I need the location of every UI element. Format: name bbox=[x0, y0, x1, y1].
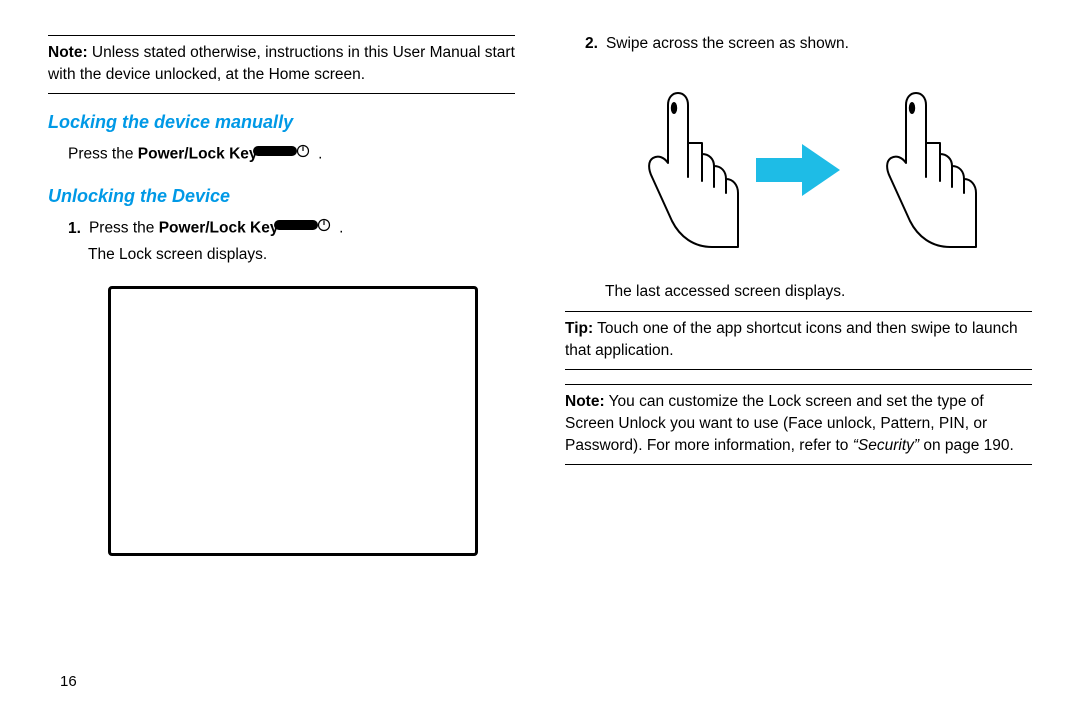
step-2: 2. Swipe across the screen as shown. bbox=[565, 35, 1032, 53]
hand-pointing-icon bbox=[620, 85, 740, 255]
power-lock-key-label: Power/Lock Key bbox=[159, 220, 279, 237]
unlock-step-1: 1. Press the Power/Lock Key . bbox=[48, 217, 515, 240]
step-prefix: Press the bbox=[68, 146, 138, 163]
security-ref: “Security” bbox=[853, 437, 924, 454]
heading-locking: Locking the device manually bbox=[48, 112, 515, 133]
power-lock-key-icon bbox=[268, 143, 310, 165]
heading-unlocking: Unlocking the Device bbox=[48, 186, 515, 207]
note-block-2: Note: You can customize the Lock screen … bbox=[565, 385, 1032, 464]
note-label: Note: bbox=[48, 44, 88, 61]
spacer bbox=[565, 370, 1032, 384]
lock-screen-placeholder bbox=[108, 286, 478, 556]
tip-label: Tip: bbox=[565, 320, 593, 337]
power-lock-key-icon bbox=[289, 217, 331, 239]
note-label: Note: bbox=[565, 393, 605, 410]
step-number: 1. bbox=[68, 220, 81, 237]
note-block: Note: Unless stated otherwise, instructi… bbox=[48, 36, 515, 93]
note-text: Unless stated otherwise, instructions in… bbox=[48, 44, 515, 83]
page-number: 16 bbox=[60, 673, 77, 690]
swipe-gesture-figure bbox=[565, 85, 1032, 255]
lock-step: Press the Power/Lock Key . bbox=[48, 143, 515, 166]
step-text: Swipe across the screen as shown. bbox=[606, 35, 849, 52]
unlock-step-1-line2: The Lock screen displays. bbox=[48, 244, 515, 266]
step-number: 2. bbox=[585, 35, 598, 52]
right-column: 2. Swipe across the screen as shown. bbox=[565, 35, 1032, 700]
tip-block: Tip: Touch one of the app shortcut icons… bbox=[565, 312, 1032, 369]
tip-text: Touch one of the app shortcut icons and … bbox=[565, 320, 1018, 359]
rule bbox=[48, 93, 515, 94]
left-column: Note: Unless stated otherwise, instructi… bbox=[48, 35, 515, 700]
rule bbox=[565, 464, 1032, 465]
hand-pointing-icon bbox=[858, 85, 978, 255]
ref-tail: on page 190. bbox=[923, 437, 1014, 454]
step-suffix: . bbox=[314, 146, 323, 163]
result-text: The last accessed screen displays. bbox=[565, 283, 1032, 301]
power-lock-key-label: Power/Lock Key bbox=[138, 146, 258, 163]
arrow-right-icon bbox=[754, 140, 844, 200]
step-prefix: Press the bbox=[89, 220, 159, 237]
step-suffix: . bbox=[335, 220, 344, 237]
